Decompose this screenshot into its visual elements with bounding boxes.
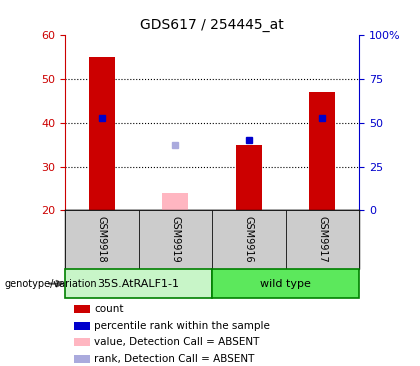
Title: GDS617 / 254445_at: GDS617 / 254445_at bbox=[140, 18, 284, 32]
Text: genotype/variation: genotype/variation bbox=[4, 279, 97, 289]
Text: GSM9918: GSM9918 bbox=[97, 216, 107, 263]
Bar bbox=[236, 145, 262, 210]
Bar bbox=[286, 210, 359, 269]
Text: wild type: wild type bbox=[260, 279, 311, 289]
Bar bbox=[65, 269, 212, 298]
Text: GSM9916: GSM9916 bbox=[244, 216, 254, 263]
Bar bbox=[139, 210, 212, 269]
Text: percentile rank within the sample: percentile rank within the sample bbox=[94, 321, 270, 331]
Text: GSM9919: GSM9919 bbox=[171, 216, 180, 263]
Bar bbox=[212, 210, 286, 269]
Bar bbox=[89, 57, 115, 210]
Bar bbox=[310, 92, 335, 210]
Text: count: count bbox=[94, 304, 124, 314]
Bar bbox=[212, 269, 359, 298]
Text: value, Detection Call = ABSENT: value, Detection Call = ABSENT bbox=[94, 337, 260, 347]
Bar bbox=[163, 193, 188, 210]
Text: 35S.AtRALF1-1: 35S.AtRALF1-1 bbox=[97, 279, 180, 289]
Bar bbox=[65, 210, 139, 269]
Text: rank, Detection Call = ABSENT: rank, Detection Call = ABSENT bbox=[94, 354, 255, 364]
Text: GSM9917: GSM9917 bbox=[318, 216, 327, 263]
